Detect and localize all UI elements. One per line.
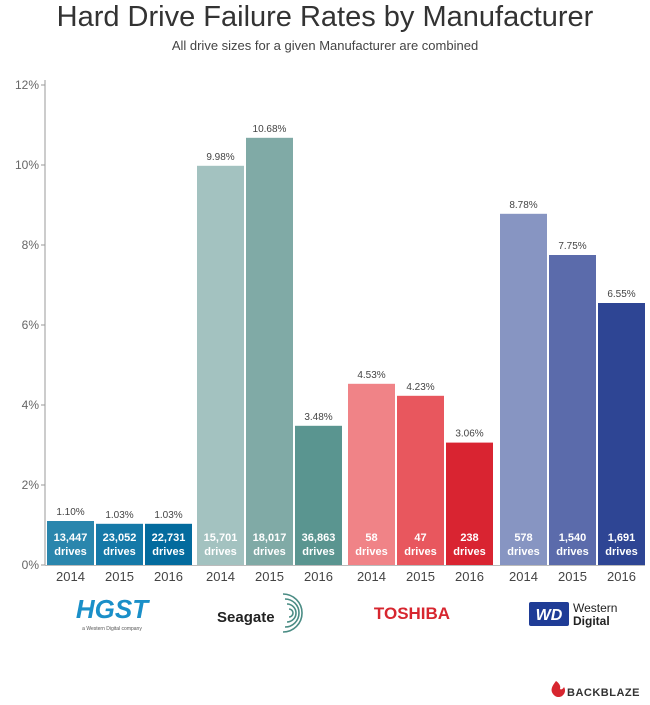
wd-logo-line1: Western bbox=[573, 601, 617, 615]
bar-drive-count: 36,863 bbox=[302, 532, 336, 544]
bar-value-label: 4.53% bbox=[357, 370, 385, 381]
x-tick-label: 2016 bbox=[455, 569, 484, 584]
y-tick-label: 6% bbox=[22, 318, 40, 332]
chart-title: Hard Drive Failure Rates by Manufacturer bbox=[56, 1, 594, 33]
x-tick-label: 2016 bbox=[304, 569, 333, 584]
x-tick-label: 2015 bbox=[255, 569, 284, 584]
bar-group-hgst: 1.10% 13,447 drives 2014 1.03% 23,052 drives 20… bbox=[47, 507, 192, 584]
bar-value-label: 1.03% bbox=[105, 510, 133, 521]
bar bbox=[47, 521, 94, 565]
bar-drive-count: 15,701 bbox=[204, 532, 238, 544]
wd-badge-text: WD bbox=[536, 607, 563, 624]
hgst-logo-tagline: a Western Digital company bbox=[82, 626, 142, 632]
bar-value-label: 1.03% bbox=[154, 510, 182, 521]
bar-drive-unit: drives bbox=[556, 546, 588, 558]
bar-value-label: 4.23% bbox=[406, 382, 434, 393]
bar-drive-count: 47 bbox=[414, 532, 426, 544]
bar bbox=[549, 255, 596, 565]
bar bbox=[598, 303, 645, 565]
bar bbox=[348, 383, 395, 565]
hgst-logo: HGST a Western Digital company bbox=[76, 594, 150, 632]
bar-group-seagate: 9.98% 15,701 drives 2014 10.68% 18,017 drives 2… bbox=[197, 124, 342, 584]
bar-drive-count: 58 bbox=[365, 532, 377, 544]
y-tick-label: 10% bbox=[15, 158, 39, 172]
bars: 1.10% 13,447 drives 2014 1.03% 23,052 drives 20… bbox=[47, 124, 645, 584]
x-tick-label: 2015 bbox=[558, 569, 587, 584]
x-tick-label: 2016 bbox=[154, 569, 183, 584]
y-tick-label: 2% bbox=[22, 478, 40, 492]
bar-drive-count: 1,691 bbox=[608, 532, 636, 544]
x-tick-label: 2014 bbox=[357, 569, 386, 584]
bar-drive-unit: drives bbox=[404, 546, 436, 558]
x-tick-label: 2014 bbox=[56, 569, 85, 584]
seagate-logo-name: Seagate bbox=[217, 609, 275, 626]
bar-drive-count: 578 bbox=[514, 532, 532, 544]
bar-group-toshiba: 4.53% 58 drives 2014 4.23% 47 drives 2015 3.06% 2… bbox=[348, 370, 493, 584]
y-tick-label: 0% bbox=[22, 558, 40, 572]
bar-drive-count: 1,540 bbox=[559, 532, 587, 544]
bar-drive-unit: drives bbox=[302, 546, 334, 558]
bar-drive-unit: drives bbox=[54, 546, 86, 558]
bar-drive-unit: drives bbox=[355, 546, 387, 558]
bar bbox=[145, 523, 192, 565]
bar-group-western-digital: 8.78% 578 drives 2014 7.75% 1,540 drives 2015 6.… bbox=[500, 200, 645, 584]
seagate-logo: Seagate bbox=[217, 593, 303, 633]
y-tick-label: 8% bbox=[22, 238, 40, 252]
bar-value-label: 9.98% bbox=[206, 152, 234, 163]
hgst-logo-name: HGST bbox=[76, 594, 150, 624]
wd-badge-icon bbox=[529, 602, 569, 626]
bar-drive-count: 23,052 bbox=[103, 532, 137, 544]
y-tick-label: 4% bbox=[22, 398, 40, 412]
chart-subtitle: All drive sizes for a given Manufacturer… bbox=[171, 38, 479, 53]
bar-drive-unit: drives bbox=[605, 546, 637, 558]
y-tick-label: 12% bbox=[15, 78, 39, 92]
western-digital-logo: WD Western Digital bbox=[529, 601, 617, 628]
bar bbox=[397, 395, 444, 565]
x-tick-label: 2015 bbox=[406, 569, 435, 584]
bar-value-label: 3.06% bbox=[455, 429, 483, 440]
wd-logo-line2: Digital bbox=[573, 614, 610, 628]
bar-drive-unit: drives bbox=[253, 546, 285, 558]
bar bbox=[246, 137, 293, 566]
bar-drive-unit: drives bbox=[204, 546, 236, 558]
bar-value-label: 3.48% bbox=[304, 412, 332, 423]
bar-value-label: 10.68% bbox=[253, 124, 287, 135]
y-axis: 0% 2% 4% 6% 8% 10% 12% bbox=[15, 78, 645, 572]
seagate-swirl-icon bbox=[282, 593, 303, 633]
bar bbox=[96, 523, 143, 565]
backblaze-name: BACKBLAZE bbox=[567, 687, 640, 699]
toshiba-logo: TOSHIBA bbox=[374, 604, 450, 623]
bar bbox=[197, 165, 244, 566]
bar-value-label: 8.78% bbox=[509, 200, 537, 211]
backblaze-logo: BACKBLAZE bbox=[551, 681, 640, 699]
bar-drive-count: 13,447 bbox=[54, 532, 88, 544]
x-tick-label: 2015 bbox=[105, 569, 134, 584]
bar-value-label: 1.10% bbox=[56, 507, 84, 518]
bar-value-label: 7.75% bbox=[558, 241, 586, 252]
x-tick-label: 2016 bbox=[607, 569, 636, 584]
bar bbox=[500, 213, 547, 566]
bar-drive-unit: drives bbox=[507, 546, 539, 558]
bar bbox=[446, 442, 493, 565]
bar-drive-unit: drives bbox=[103, 546, 135, 558]
bar-drive-count: 238 bbox=[460, 532, 478, 544]
bar-drive-unit: drives bbox=[453, 546, 485, 558]
flame-icon bbox=[551, 681, 566, 698]
bar-drive-count: 22,731 bbox=[152, 532, 186, 544]
bar bbox=[295, 425, 342, 565]
bar-value-label: 6.55% bbox=[607, 289, 635, 300]
bar-drive-unit: drives bbox=[152, 546, 184, 558]
x-tick-label: 2014 bbox=[206, 569, 235, 584]
bar-drive-count: 18,017 bbox=[253, 532, 287, 544]
x-tick-label: 2014 bbox=[509, 569, 538, 584]
